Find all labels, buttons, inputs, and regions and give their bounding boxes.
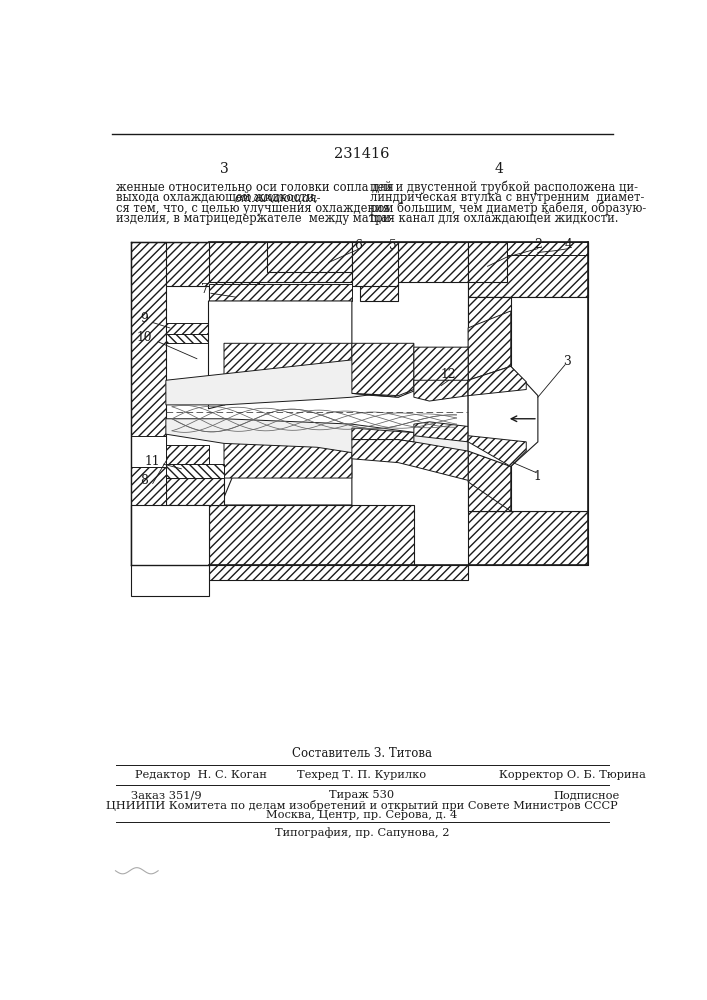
Text: ся тем, что, с целью улучшения охлаждения: ся тем, что, с целью улучшения охлаждени… <box>115 202 390 215</box>
Text: 5: 5 <box>389 239 397 252</box>
Polygon shape <box>414 380 468 401</box>
Polygon shape <box>209 565 468 580</box>
Polygon shape <box>166 323 224 334</box>
Polygon shape <box>352 428 414 442</box>
Text: Редактор  Н. С. Коган: Редактор Н. С. Коган <box>135 770 267 780</box>
Text: Подписное: Подписное <box>554 790 619 800</box>
Polygon shape <box>209 432 352 505</box>
Text: 3: 3 <box>221 162 229 176</box>
Polygon shape <box>507 242 588 255</box>
Polygon shape <box>166 334 224 343</box>
Text: 9: 9 <box>140 312 148 325</box>
Polygon shape <box>468 366 538 466</box>
Text: Тираж 530: Тираж 530 <box>329 790 395 800</box>
Text: 4: 4 <box>495 162 503 176</box>
Text: 231416: 231416 <box>334 147 390 161</box>
Polygon shape <box>468 242 507 282</box>
Polygon shape <box>468 297 510 511</box>
Text: цей и двустенной трубкой расположена ци-: цей и двустенной трубкой расположена ци- <box>370 181 638 194</box>
Bar <box>131 242 588 596</box>
Text: 2: 2 <box>534 238 542 251</box>
Polygon shape <box>468 366 526 396</box>
Polygon shape <box>209 301 352 409</box>
Text: изделия, в матрицедержателе  между матри-: изделия, в матрицедержателе между матри- <box>115 212 394 225</box>
Text: 8: 8 <box>140 474 148 487</box>
Polygon shape <box>352 347 468 397</box>
Text: Москва, Центр, пр. Серова, д. 4: Москва, Центр, пр. Серова, д. 4 <box>267 810 457 820</box>
Polygon shape <box>352 343 414 397</box>
Text: ЦНИИПИ Комитета по делам изобретений и открытий при Совете Министров СССР: ЦНИИПИ Комитета по делам изобретений и о… <box>106 800 618 811</box>
Polygon shape <box>507 242 588 255</box>
Polygon shape <box>131 466 166 505</box>
Polygon shape <box>267 242 352 272</box>
Text: 6: 6 <box>354 239 362 252</box>
Text: линдрическая втулка с внутренним  диамет-: линдрическая втулка с внутренним диамет- <box>370 191 644 204</box>
Polygon shape <box>468 242 588 297</box>
Text: Корректор О. Б. Тюрина: Корректор О. Б. Тюрина <box>499 770 646 780</box>
Text: 3: 3 <box>563 355 571 368</box>
Polygon shape <box>166 478 224 505</box>
Polygon shape <box>166 347 468 405</box>
Polygon shape <box>468 511 588 565</box>
Polygon shape <box>166 419 468 473</box>
Polygon shape <box>352 440 468 480</box>
Text: 12: 12 <box>441 368 457 381</box>
Text: 11: 11 <box>145 455 160 468</box>
Polygon shape <box>468 436 526 466</box>
Polygon shape <box>131 505 259 565</box>
Text: ром большим, чем диаметр кабеля, образую-: ром большим, чем диаметр кабеля, образую… <box>370 202 646 215</box>
Text: выхода охлаждающей жидкости,: выхода охлаждающей жидкости, <box>115 191 321 204</box>
Polygon shape <box>131 436 166 466</box>
Polygon shape <box>224 420 352 478</box>
Polygon shape <box>224 343 352 405</box>
Text: Типография, пр. Сапунова, 2: Типография, пр. Сапунова, 2 <box>275 828 449 838</box>
Text: щая канал для охлаждающей жидкости.: щая канал для охлаждающей жидкости. <box>370 212 618 225</box>
Polygon shape <box>166 445 209 464</box>
Text: 1: 1 <box>534 470 542 483</box>
Polygon shape <box>209 242 468 301</box>
Polygon shape <box>468 311 510 511</box>
Text: Техред Т. П. Курилко: Техред Т. П. Курилко <box>298 770 426 780</box>
Text: 10: 10 <box>136 331 152 344</box>
Polygon shape <box>131 505 209 596</box>
Polygon shape <box>131 242 166 565</box>
Text: Составитель З. Титова: Составитель З. Титова <box>292 747 432 760</box>
Polygon shape <box>209 505 414 565</box>
Text: 4: 4 <box>565 238 573 251</box>
Polygon shape <box>468 242 588 297</box>
Text: отличающая-: отличающая- <box>234 191 320 204</box>
Polygon shape <box>414 422 468 442</box>
Polygon shape <box>468 297 588 511</box>
Text: женные относительно оси головки сопла для: женные относительно оси головки сопла дл… <box>115 181 393 194</box>
Text: 7: 7 <box>201 283 209 296</box>
Polygon shape <box>166 464 224 478</box>
Polygon shape <box>352 242 398 286</box>
Polygon shape <box>209 284 352 301</box>
Text: Заказ 351/9: Заказ 351/9 <box>131 790 201 800</box>
Polygon shape <box>131 242 259 303</box>
